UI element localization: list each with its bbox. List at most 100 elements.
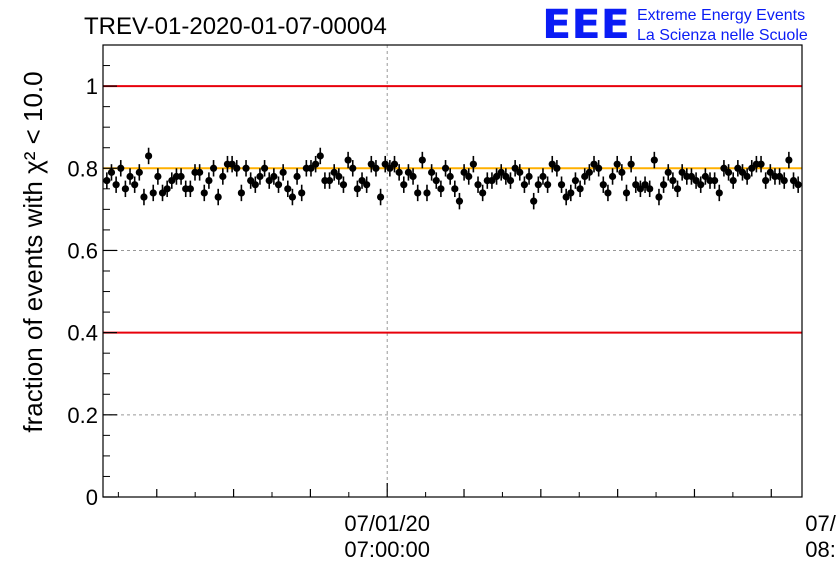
data-point — [743, 172, 751, 181]
x-tick-time: 07:00:00 — [344, 537, 430, 562]
data-point — [372, 164, 380, 172]
data-point — [316, 152, 324, 160]
data-point — [497, 168, 505, 176]
data-point — [729, 177, 737, 185]
data-point — [376, 193, 385, 201]
data-point — [557, 181, 566, 189]
grid — [103, 45, 802, 497]
data-point — [367, 160, 375, 168]
data-point — [237, 189, 245, 197]
data-point — [520, 181, 529, 189]
data-point — [325, 177, 334, 185]
y-tick-label: 1 — [86, 74, 98, 99]
data-point — [548, 160, 556, 168]
data-point — [219, 172, 227, 181]
data-point — [149, 189, 157, 197]
data-point — [567, 189, 575, 197]
data-points — [103, 147, 802, 210]
y-tick-label: 0.2 — [67, 403, 98, 428]
data-point — [205, 177, 213, 185]
data-point — [381, 160, 389, 168]
data-point — [669, 177, 677, 185]
data-point — [544, 181, 552, 189]
data-point — [358, 177, 366, 185]
data-point — [655, 193, 663, 201]
data-point — [117, 164, 125, 172]
data-point — [506, 177, 515, 185]
data-point — [627, 160, 635, 168]
data-point — [126, 172, 134, 181]
data-point — [298, 189, 306, 197]
data-point — [274, 181, 283, 189]
data-point — [553, 164, 561, 172]
data-point — [312, 160, 320, 168]
x-tick-time: 08:00:00 — [805, 537, 836, 562]
data-point — [757, 160, 765, 168]
data-point — [363, 181, 371, 189]
y-tick-label: 0.4 — [67, 321, 98, 346]
data-point — [112, 181, 120, 189]
data-point — [335, 172, 343, 181]
data-point — [251, 181, 259, 189]
data-point — [247, 177, 255, 185]
data-point — [604, 189, 612, 197]
data-point — [284, 185, 292, 193]
data-point — [404, 168, 413, 176]
data-point — [446, 172, 454, 181]
data-point — [585, 168, 593, 176]
data-point — [664, 168, 672, 176]
data-point — [673, 185, 682, 193]
data-point — [692, 177, 700, 185]
data-point — [140, 193, 148, 201]
data-point — [349, 164, 357, 172]
data-point — [228, 160, 236, 168]
data-point — [534, 181, 542, 189]
data-point — [646, 185, 654, 193]
y-axis: 0 0.2 0.4 0.6 0.8 1 — [67, 65, 117, 510]
logo-mark: EEE — [542, 2, 630, 48]
data-point — [265, 177, 273, 185]
y-axis-label: fraction of events with χ² < 10.0 — [18, 71, 48, 432]
data-point — [395, 168, 403, 176]
data-point — [233, 164, 241, 172]
data-point — [293, 172, 301, 181]
data-point — [780, 177, 788, 185]
data-point — [738, 168, 747, 176]
data-point — [734, 164, 742, 172]
y-tick-label: 0 — [86, 485, 98, 510]
data-point — [353, 185, 361, 193]
data-point — [488, 177, 496, 185]
data-point — [465, 172, 473, 181]
data-point — [209, 164, 218, 172]
data-point — [432, 177, 440, 185]
data-point — [154, 172, 162, 181]
plot-frame — [102, 44, 803, 498]
data-point — [428, 168, 436, 176]
data-point — [270, 172, 278, 181]
data-point — [711, 177, 719, 185]
data-point — [474, 181, 482, 189]
data-point — [650, 156, 658, 164]
data-point — [636, 185, 645, 193]
data-point — [196, 168, 204, 176]
data-point — [242, 164, 250, 172]
x-tick-date: 07/01/20 — [344, 511, 430, 536]
data-point — [441, 164, 450, 172]
data-point — [423, 189, 431, 197]
logo-line-2: La Scienza nelle Scuole — [637, 27, 808, 44]
data-point — [701, 172, 709, 181]
data-point — [131, 181, 139, 189]
data-point — [571, 177, 580, 185]
data-point — [562, 193, 570, 201]
run-title: TREV-01-2020-01-07-00004 — [84, 13, 387, 40]
data-point — [163, 185, 171, 193]
x-tick-date: 07/01/20 — [805, 511, 836, 536]
data-point — [530, 197, 538, 205]
data-point — [622, 189, 631, 197]
data-point — [135, 168, 143, 176]
data-point — [715, 189, 723, 197]
data-point — [451, 185, 459, 193]
data-point — [794, 181, 802, 189]
data-point — [260, 164, 269, 172]
